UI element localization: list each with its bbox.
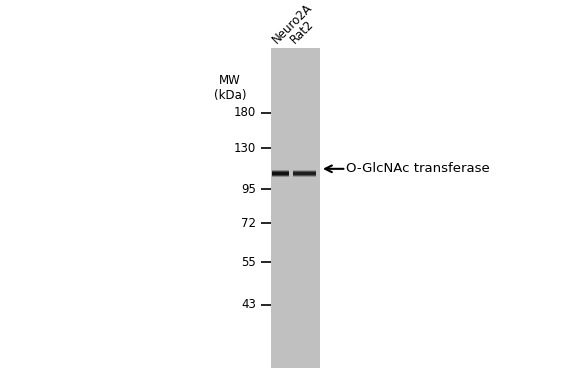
Bar [272, 174, 289, 177]
Bar [272, 173, 289, 176]
Text: 72: 72 [241, 217, 256, 230]
Bar [272, 171, 289, 174]
Text: 43: 43 [241, 298, 256, 311]
Bar [271, 48, 320, 368]
Bar [272, 172, 289, 175]
Bar [293, 172, 316, 175]
Bar [272, 170, 289, 173]
Text: 180: 180 [234, 106, 256, 119]
Text: 95: 95 [241, 183, 256, 196]
Bar [293, 171, 316, 174]
Text: Rat2: Rat2 [288, 18, 316, 46]
Text: 55: 55 [242, 256, 256, 269]
Bar [293, 173, 316, 176]
Bar [293, 170, 316, 173]
Text: 130: 130 [234, 142, 256, 155]
Text: O-GlcNAc transferase: O-GlcNAc transferase [346, 162, 490, 175]
Bar [293, 174, 316, 177]
Text: MW
(kDa): MW (kDa) [214, 74, 246, 102]
Text: Neuro2A: Neuro2A [269, 1, 315, 46]
